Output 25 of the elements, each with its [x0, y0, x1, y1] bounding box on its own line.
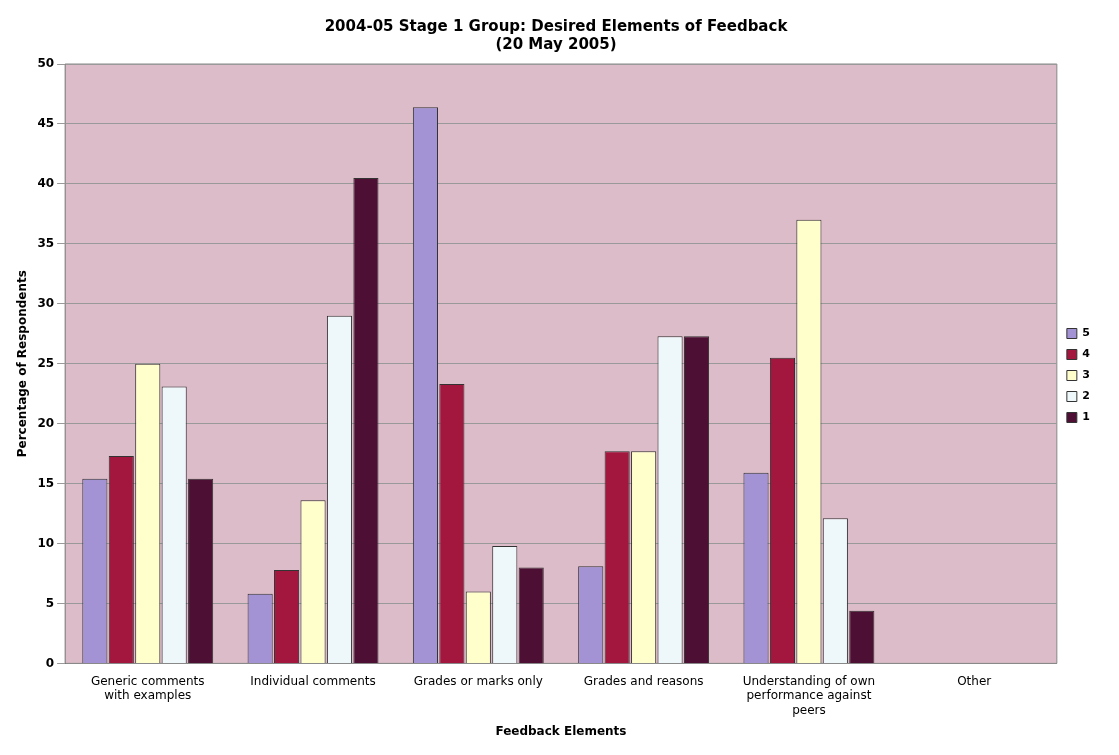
- y-tick-label: 35: [37, 235, 55, 250]
- y-tick-label: 45: [37, 116, 55, 131]
- x-axis-title: Feedback Elements: [495, 723, 627, 738]
- legend-label: 1: [1082, 410, 1090, 424]
- legend-label: 5: [1082, 326, 1090, 340]
- y-tick-label: 40: [37, 176, 55, 191]
- chart-title: 2004-05 Stage 1 Group: Desired Elements of Feedback (20 May 2005): [324, 16, 789, 53]
- x-tick-label: Grades and reasons: [583, 673, 704, 688]
- y-tick-label: 0: [45, 655, 55, 670]
- y-tick-label: 25: [37, 355, 55, 370]
- y-tick-label: 20: [37, 415, 55, 430]
- x-tick-label: Understanding of own performance against peers: [742, 673, 876, 717]
- x-tick-label: Individual comments: [250, 673, 376, 688]
- x-tick-label: Grades or marks only: [413, 673, 543, 688]
- legend-label: 3: [1082, 368, 1090, 382]
- x-tick-label: Generic comments with examples: [90, 673, 205, 703]
- y-tick-label: 15: [37, 475, 55, 490]
- y-tick-label: 50: [37, 56, 55, 71]
- y-tick-label: 10: [37, 535, 55, 550]
- legend-label: 4: [1082, 347, 1091, 361]
- legend-label: 2: [1082, 389, 1090, 403]
- y-axis-title: Percentage of Respondents: [15, 270, 30, 458]
- y-tick-label: 30: [37, 295, 55, 310]
- x-tick-label: Other: [957, 673, 992, 688]
- y-tick-label: 5: [45, 595, 55, 610]
